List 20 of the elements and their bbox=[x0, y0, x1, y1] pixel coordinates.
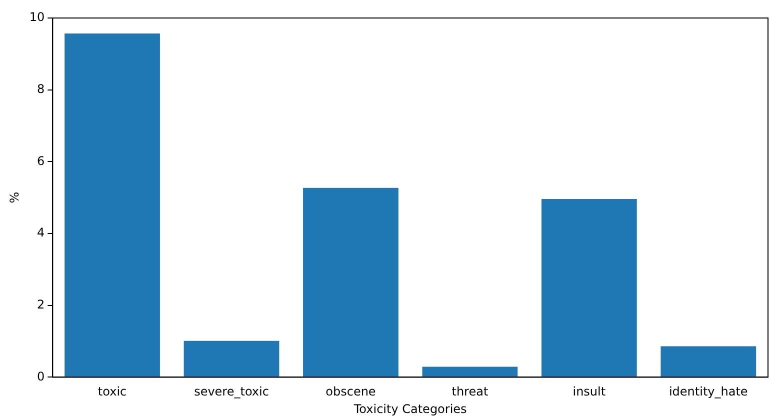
y-tick-label: 0 bbox=[37, 369, 45, 384]
y-tick-label: 10 bbox=[29, 10, 45, 24]
y-tick-label: 4 bbox=[37, 226, 45, 240]
x-tick-label: severe_toxic bbox=[194, 384, 269, 399]
bar bbox=[422, 366, 518, 377]
bar bbox=[541, 199, 637, 377]
bar bbox=[184, 340, 280, 377]
bar bbox=[303, 188, 398, 377]
y-tick-label: 6 bbox=[37, 154, 45, 168]
x-tick-label: threat bbox=[452, 384, 488, 399]
bar bbox=[64, 33, 160, 377]
x-tick-label: obscene bbox=[326, 384, 376, 399]
x-axis-title: Toxicity Categories bbox=[352, 402, 467, 416]
y-axis-title: % bbox=[7, 192, 22, 204]
y-tick-label: 2 bbox=[37, 297, 45, 312]
bar bbox=[660, 346, 756, 377]
x-tick-label: toxic bbox=[98, 384, 127, 399]
x-tick-label: identity_hate bbox=[668, 384, 748, 399]
x-tick-label: insult bbox=[572, 384, 606, 399]
y-tick-label: 8 bbox=[37, 82, 45, 96]
